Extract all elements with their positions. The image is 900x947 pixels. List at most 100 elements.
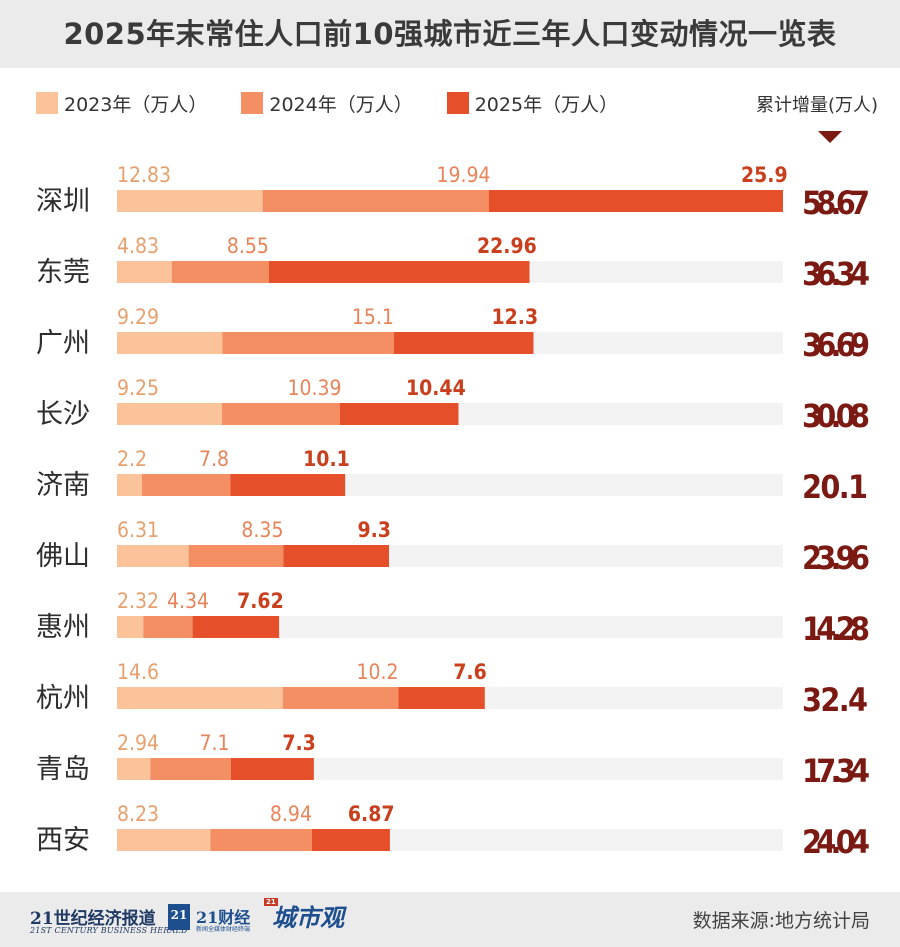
legend-label-2023: 2023年（万人） bbox=[64, 93, 208, 116]
bar-segment-2024 bbox=[143, 616, 193, 638]
bar-segment-2024 bbox=[141, 474, 231, 496]
bar-segment-2025 bbox=[192, 616, 280, 638]
footer-bar bbox=[0, 892, 900, 947]
cumulative-total: 23.96 bbox=[802, 539, 870, 577]
city-label: 佛山 bbox=[36, 541, 90, 572]
value-label-2025: 12.3 bbox=[491, 305, 538, 329]
value-label-2023: 2.32 bbox=[117, 589, 159, 613]
legend-item-2023: 2023年（万人） bbox=[36, 90, 207, 117]
page-title: 2025年末常住人口前10强城市近三年人口变动情况一览表 bbox=[63, 17, 837, 51]
value-label-2023: 9.25 bbox=[117, 376, 159, 400]
city-label: 青岛 bbox=[36, 754, 90, 785]
bar-segment-2024 bbox=[188, 545, 284, 567]
legend-swatch-2024 bbox=[241, 92, 264, 114]
legend-label-2024: 2024年（万人） bbox=[269, 93, 413, 116]
stacked-bar-chart: 深圳 12.83 19.94 25.9 58.67 东莞 4.83 8.55 22.96 36.3… bbox=[36, 163, 870, 861]
bar-segment-2023 bbox=[117, 474, 142, 496]
bar-segment-2023 bbox=[117, 687, 283, 709]
header-bar bbox=[0, 0, 900, 68]
bar-segment-2025 bbox=[339, 403, 459, 425]
value-label-2025: 7.62 bbox=[237, 589, 284, 613]
brand-21caijing-mark: 21 bbox=[168, 904, 190, 930]
cumulative-total: 17.34 bbox=[802, 752, 870, 790]
bar-segment-2025 bbox=[398, 687, 485, 709]
bar-segment-2024 bbox=[222, 332, 394, 354]
city-label: 杭州 bbox=[36, 683, 90, 714]
city-label: 深圳 bbox=[36, 186, 90, 217]
value-label-2023: 8.23 bbox=[117, 802, 159, 826]
city-label: 长沙 bbox=[36, 399, 90, 430]
city-label: 惠州 bbox=[36, 612, 90, 643]
bar-segment-2023 bbox=[117, 829, 211, 851]
value-label-2024: 7.1 bbox=[199, 731, 229, 755]
bar-segment-2023 bbox=[117, 190, 263, 212]
legend-item-2025: 2025年（万人） bbox=[446, 90, 619, 117]
value-label-2025: 25.9 bbox=[741, 163, 788, 187]
value-label-2025: 22.96 bbox=[477, 234, 537, 258]
value-label-2023: 6.31 bbox=[117, 518, 159, 542]
bar-segment-2025 bbox=[311, 829, 390, 851]
cumulative-total: 36.69 bbox=[802, 326, 870, 364]
bar-segment-2025 bbox=[230, 758, 314, 780]
bar-segment-2023 bbox=[117, 616, 144, 638]
value-label-2024: 10.39 bbox=[287, 376, 341, 400]
city-label: 西安 bbox=[36, 825, 90, 856]
city-label: 广州 bbox=[36, 328, 90, 359]
value-label-2025: 7.3 bbox=[282, 731, 315, 755]
value-label-2025: 9.3 bbox=[357, 518, 390, 542]
value-label-2024: 19.94 bbox=[436, 163, 490, 187]
bar-segment-2025 bbox=[268, 261, 530, 283]
bar-segment-2023 bbox=[117, 403, 223, 425]
cumulative-total: 20.1 bbox=[802, 468, 868, 506]
legend-swatch-2025 bbox=[446, 92, 469, 114]
value-label-2024: 8.35 bbox=[241, 518, 283, 542]
brand-logo-chengshiguan: 城市观 bbox=[272, 903, 344, 932]
brand-logo-21cbh-subtitle: 21ST CENTURY BUSINESS HERALD bbox=[30, 926, 188, 935]
cumulative-total: 14.28 bbox=[802, 610, 870, 648]
bar-segment-2023 bbox=[117, 261, 172, 283]
value-label-2025: 10.1 bbox=[303, 447, 350, 471]
cumulative-total: 58.67 bbox=[802, 184, 870, 222]
value-label-2024: 8.55 bbox=[227, 234, 269, 258]
value-label-2024: 4.34 bbox=[167, 589, 209, 613]
value-label-2025: 10.44 bbox=[406, 376, 466, 400]
value-label-2025: 7.6 bbox=[453, 660, 486, 684]
value-label-2023: 14.6 bbox=[117, 660, 159, 684]
bar-segment-2024 bbox=[171, 261, 269, 283]
triangle-down-icon bbox=[818, 131, 842, 143]
cumulative-total: 24.04 bbox=[802, 823, 870, 861]
bar-track bbox=[117, 616, 783, 638]
city-label: 东莞 bbox=[36, 257, 90, 288]
city-label: 济南 bbox=[36, 470, 90, 501]
value-label-2024: 7.8 bbox=[199, 447, 229, 471]
bar-segment-2024 bbox=[210, 829, 312, 851]
brand-chengshiguan-mark: 21 bbox=[264, 898, 278, 906]
cumulative-total: 36.34 bbox=[802, 255, 870, 293]
legend-label-2025: 2025年（万人） bbox=[474, 93, 619, 116]
cumulative-label: 累计增量(万人) bbox=[755, 95, 878, 116]
bar-segment-2024 bbox=[282, 687, 399, 709]
value-label-2025: 6.87 bbox=[348, 802, 395, 826]
bar-segment-2023 bbox=[117, 758, 151, 780]
value-label-2023: 12.83 bbox=[117, 163, 171, 187]
legend-swatch-2023 bbox=[36, 92, 58, 114]
bar-segment-2024 bbox=[262, 190, 489, 212]
bar-segment-2025 bbox=[283, 545, 389, 567]
value-label-2023: 2.2 bbox=[117, 447, 147, 471]
value-label-2023: 4.83 bbox=[117, 234, 159, 258]
legend-item-2024: 2024年（万人） bbox=[241, 90, 413, 117]
bar-segment-2025 bbox=[393, 332, 534, 354]
value-label-2024: 10.2 bbox=[357, 660, 399, 684]
bar-segment-2024 bbox=[150, 758, 231, 780]
value-label-2023: 2.94 bbox=[117, 731, 159, 755]
cumulative-total: 32.4 bbox=[802, 681, 868, 719]
cumulative-total: 30.08 bbox=[802, 397, 870, 435]
brand-logo-21cbh: 21世纪经济报道 bbox=[30, 909, 156, 929]
bar-segment-2024 bbox=[222, 403, 340, 425]
data-source: 数据来源:地方统计局 bbox=[692, 910, 870, 932]
bar-segment-2023 bbox=[117, 545, 189, 567]
bar-segment-2025 bbox=[230, 474, 346, 496]
value-label-2024: 15.1 bbox=[352, 305, 394, 329]
legend: 2023年（万人） 2024年（万人） 2025年（万人） bbox=[36, 88, 652, 118]
value-label-2024: 8.94 bbox=[270, 802, 312, 826]
